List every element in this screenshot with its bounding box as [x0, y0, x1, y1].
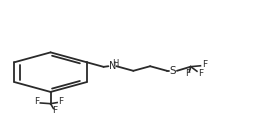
Text: F: F [198, 68, 203, 78]
Text: F: F [185, 68, 191, 78]
Text: N: N [108, 61, 116, 71]
Text: S: S [170, 66, 176, 76]
Text: H: H [112, 59, 119, 68]
Text: F: F [58, 96, 63, 106]
Text: F: F [34, 97, 39, 106]
Text: F: F [52, 106, 57, 115]
Text: F: F [202, 60, 207, 69]
